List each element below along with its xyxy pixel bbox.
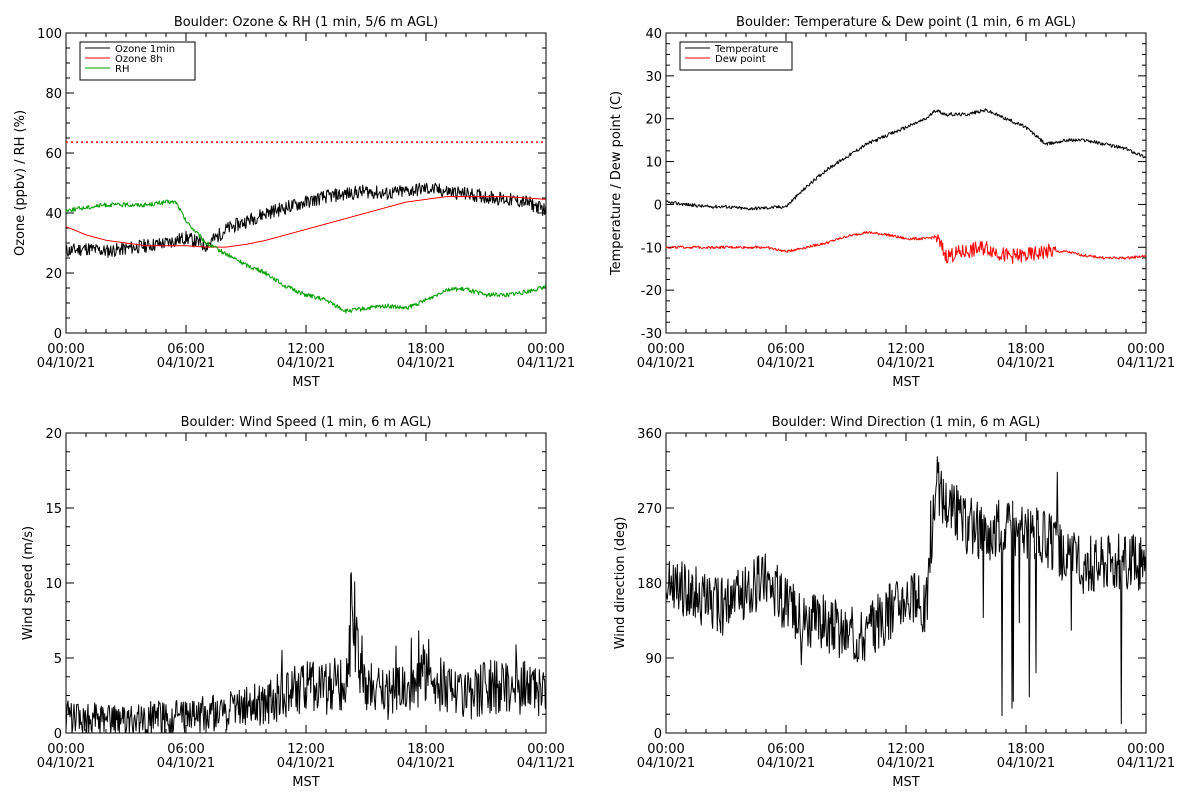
y-tick-label: 20 (645, 113, 662, 128)
legend-box (679, 41, 793, 71)
y-axis-label: Temperature / Dew point (C) (609, 91, 624, 276)
x-tick-label: 12:00 (287, 742, 324, 757)
x-tick-label: 00:00 (47, 342, 84, 357)
y-tick-label: 5 (54, 652, 62, 667)
y-tick-label: -30 (641, 327, 662, 342)
y-axis-label: Wind direction (deg) (613, 517, 628, 650)
x-tick-label: 00:00 (647, 742, 684, 757)
x-tick-label: 04/10/21 (37, 356, 95, 371)
x-tick-label: 04/11/21 (1117, 756, 1175, 771)
y-tick-label: 20 (45, 427, 62, 442)
y-tick-label: 0 (654, 198, 662, 213)
x-tick-label: 04/10/21 (277, 356, 335, 371)
y-axis-label: Ozone (ppbv) / RH (%) (13, 110, 28, 256)
series-line (65, 572, 547, 734)
legend-label: Ozone 1min (115, 44, 175, 55)
plot-frame (65, 432, 547, 734)
series-line (65, 199, 547, 314)
wind-speed-panel: Boulder: Wind Speed (1 min, 6 m AGL) MST… (21, 415, 575, 790)
y-tick-label: 100 (37, 27, 62, 42)
y-tick-label: 20 (45, 267, 62, 282)
plot-frame (665, 32, 1147, 334)
panel-title: Boulder: Wind Direction (1 min, 6 m AGL) (772, 415, 1041, 430)
legend-label: Dew point (715, 54, 766, 65)
x-tick-label: 12:00 (887, 342, 924, 357)
x-tick-label: 12:00 (887, 742, 924, 757)
y-tick-label: 180 (637, 577, 662, 592)
x-tick-label: 04/10/21 (397, 356, 455, 371)
x-tick-label: 04/10/21 (397, 756, 455, 771)
series-line (665, 108, 1147, 211)
y-tick-label: 15 (45, 502, 62, 517)
series-line (65, 182, 547, 258)
x-tick-label: 00:00 (647, 342, 684, 357)
x-tick-label: 04/10/21 (277, 756, 335, 771)
x-axis-label: MST (892, 375, 919, 390)
x-tick-label: 00:00 (1127, 342, 1164, 357)
y-tick-label: 40 (645, 27, 662, 42)
y-tick-label: 270 (637, 502, 662, 517)
y-tick-label: 0 (654, 727, 662, 742)
x-tick-label: 04/11/21 (517, 756, 575, 771)
x-tick-label: 18:00 (407, 742, 444, 757)
x-tick-label: 12:00 (287, 342, 324, 357)
x-tick-label: 04/10/21 (997, 756, 1055, 771)
panel-title: Boulder: Ozone & RH (1 min, 5/6 m AGL) (174, 15, 438, 30)
temperature-dewpoint-panel: Boulder: Temperature & Dew point (1 min,… (609, 15, 1175, 390)
y-tick-label: 10 (45, 577, 62, 592)
series-line (65, 196, 547, 248)
x-axis-label: MST (892, 775, 919, 790)
y-tick-label: 360 (637, 427, 662, 442)
y-tick-label: 10 (645, 156, 662, 171)
panel-title: Boulder: Wind Speed (1 min, 6 m AGL) (181, 415, 432, 430)
x-axis-label: MST (292, 775, 319, 790)
x-tick-label: 18:00 (407, 342, 444, 357)
y-tick-label: 0 (54, 327, 62, 342)
y-tick-label: 90 (645, 652, 662, 667)
x-tick-label: 18:00 (1007, 342, 1044, 357)
y-tick-label: -20 (641, 284, 662, 299)
x-tick-label: 04/10/21 (637, 756, 695, 771)
x-tick-label: 04/10/21 (877, 756, 935, 771)
x-tick-label: 04/10/21 (757, 356, 815, 371)
y-tick-label: 0 (54, 727, 62, 742)
x-tick-label: 00:00 (527, 742, 564, 757)
x-tick-label: 04/11/21 (1117, 356, 1175, 371)
legend-label: Ozone 8h (115, 54, 163, 65)
x-tick-label: 06:00 (767, 742, 804, 757)
wind-direction-panel: Boulder: Wind Direction (1 min, 6 m AGL)… (613, 415, 1175, 790)
x-tick-label: 04/11/21 (517, 356, 575, 371)
x-tick-label: 04/10/21 (637, 356, 695, 371)
x-tick-label: 04/10/21 (157, 756, 215, 771)
series-line (665, 230, 1147, 264)
ozone-rh-panel: Boulder: Ozone & RH (1 min, 5/6 m AGL) M… (13, 15, 575, 390)
x-tick-label: 00:00 (1127, 742, 1164, 757)
legend-label: RH (115, 64, 129, 75)
x-tick-label: 06:00 (167, 742, 204, 757)
x-tick-label: 04/10/21 (997, 356, 1055, 371)
x-tick-label: 04/10/21 (157, 356, 215, 371)
x-tick-label: 06:00 (167, 342, 204, 357)
y-tick-label: 30 (645, 70, 662, 85)
x-tick-label: 18:00 (1007, 742, 1044, 757)
legend-label: Temperature (714, 44, 778, 55)
panel-title: Boulder: Temperature & Dew point (1 min,… (736, 15, 1076, 30)
y-axis-label: Wind speed (m/s) (21, 526, 36, 640)
x-tick-label: 06:00 (767, 342, 804, 357)
x-tick-label: 04/10/21 (757, 756, 815, 771)
x-tick-label: 04/10/21 (877, 356, 935, 371)
y-tick-label: 80 (45, 87, 62, 102)
x-tick-label: 04/10/21 (37, 756, 95, 771)
y-tick-label: 40 (45, 207, 62, 222)
x-axis-label: MST (292, 375, 319, 390)
x-tick-label: 00:00 (47, 742, 84, 757)
y-tick-label: 60 (45, 147, 62, 162)
series-line (665, 456, 1147, 725)
x-tick-label: 00:00 (527, 342, 564, 357)
y-tick-label: -10 (641, 241, 662, 256)
